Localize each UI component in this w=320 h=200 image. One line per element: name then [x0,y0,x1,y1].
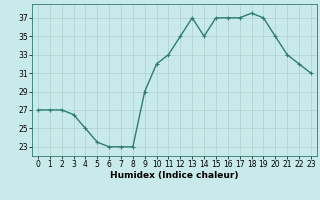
X-axis label: Humidex (Indice chaleur): Humidex (Indice chaleur) [110,171,239,180]
